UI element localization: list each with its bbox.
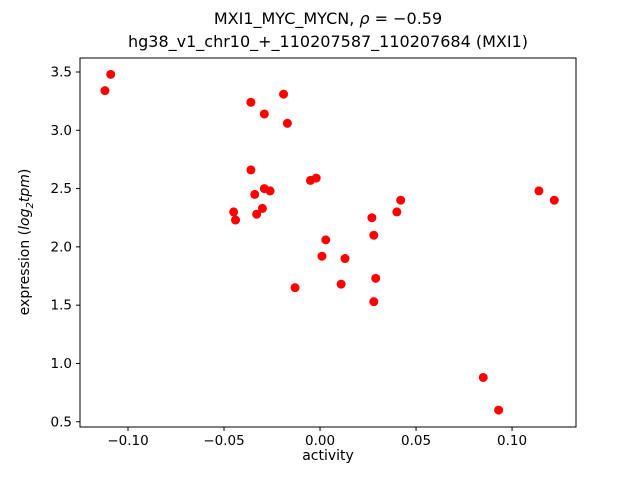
data-point: [367, 213, 377, 223]
data-point: [282, 118, 292, 128]
data-point: [317, 251, 327, 261]
chart-title-line2: hg38_v1_chr10_+_110207587_110207684 (MXI…: [127, 32, 529, 51]
y-axis-label: expression (log2tpm): [17, 168, 36, 316]
y-tick-label: 0.5: [51, 414, 72, 430]
y-tick-label: 2.5: [51, 181, 72, 197]
data-point: [494, 405, 504, 415]
data-point: [250, 189, 260, 199]
data-point: [106, 69, 116, 79]
x-tick-label: 0.05: [401, 433, 431, 449]
x-tick-label: 0.00: [305, 433, 335, 449]
data-point: [321, 235, 331, 245]
data-point: [265, 186, 275, 196]
x-tick-label: −0.10: [107, 433, 148, 449]
data-point: [336, 279, 346, 289]
title-prefix: MXI1_MYC_MYCN,: [213, 9, 360, 28]
data-point: [246, 97, 256, 107]
rho-symbol: ρ: [359, 9, 370, 28]
y-tick-label: 3.5: [51, 64, 72, 80]
y-tick-label: 1.5: [51, 298, 72, 314]
chart-title-line1: MXI1_MYC_MYCN, ρ = −0.59: [80, 7, 576, 30]
data-point: [549, 195, 559, 205]
data-point: [246, 165, 256, 175]
data-point: [229, 207, 239, 217]
data-point: [100, 86, 110, 96]
data-point: [231, 215, 241, 225]
x-tick-label: 0.10: [497, 433, 527, 449]
chart-title: MXI1_MYC_MYCN, ρ = −0.59 hg38_v1_chr10_+…: [80, 7, 576, 53]
data-point: [371, 273, 381, 283]
data-point: [279, 89, 289, 99]
data-point: [369, 230, 379, 240]
data-point: [311, 173, 321, 183]
y-tick-label: 3.0: [51, 123, 72, 139]
data-point: [396, 195, 406, 205]
data-point: [257, 203, 267, 213]
data-point: [369, 297, 379, 307]
data-point: [340, 254, 350, 264]
y-tick-label: 1.0: [51, 356, 72, 372]
x-tick-label: −0.05: [203, 433, 244, 449]
axes-frame: [79, 57, 577, 428]
data-point: [392, 207, 402, 217]
data-point: [534, 186, 544, 196]
data-point: [478, 372, 488, 382]
y-tick-label: 2.0: [51, 239, 72, 255]
data-point: [252, 209, 262, 219]
title-suffix: = −0.59: [369, 9, 443, 28]
data-point: [290, 283, 300, 293]
x-axis-label: activity: [302, 448, 354, 464]
data-point: [259, 109, 269, 119]
